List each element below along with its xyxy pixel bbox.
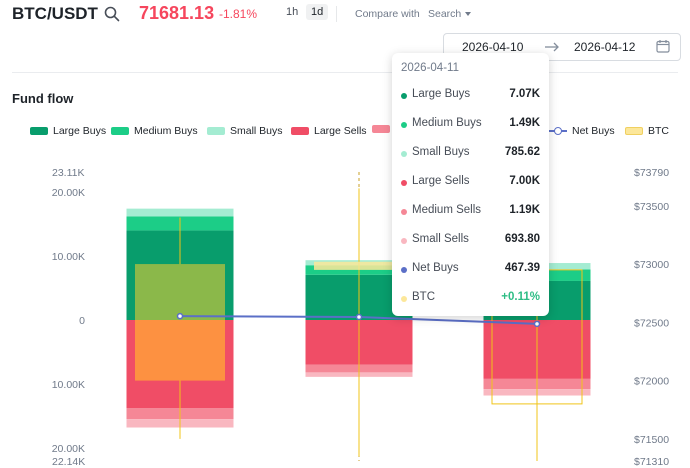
legend-small-buys[interactable]: Small Buys [207, 125, 283, 137]
end-date[interactable]: 2026-04-12 [574, 40, 636, 54]
section-divider [12, 72, 678, 73]
y-right-tick-label: $73000 [634, 259, 669, 271]
tooltip-value: 693.80 [504, 233, 540, 245]
legend-large-buys[interactable]: Large Buys [30, 125, 106, 137]
tooltip-label: Large Buys [412, 88, 471, 100]
arrow-right-icon [545, 42, 559, 52]
tooltip-row-medium-sells: Medium Sells 1.19K [401, 204, 542, 220]
section-title: Fund flow [12, 91, 74, 106]
legend-swatch [625, 127, 643, 135]
tooltip-dot [401, 122, 407, 128]
legend-net-buys[interactable]: Net Buys [549, 125, 615, 137]
tooltip-row-net-buys: Net Buys 467.39 [401, 262, 542, 278]
tooltip-label: Medium Buys [412, 117, 482, 129]
tooltip-label: Small Sells [412, 233, 469, 245]
tooltip-dot [401, 180, 407, 186]
tooltip-label: Net Buys [412, 262, 459, 274]
tooltip-value: 1.49K [509, 117, 540, 129]
y-left-bottom-label: 22.14K [52, 456, 85, 468]
legend-label: BTC [648, 125, 669, 137]
legend-medium-sells-partial[interactable] [372, 125, 395, 133]
legend-label: Large Buys [53, 125, 107, 137]
legend-label: Net Buys [572, 125, 615, 137]
interval-1h-button[interactable]: 1h [286, 6, 299, 18]
header-divider [336, 6, 337, 22]
tooltip-value: 467.39 [504, 262, 540, 274]
tooltip-value: 7.00K [509, 175, 540, 187]
chart-tooltip: 2026-04-11 Large Buys 7.07K Medium Buys 1.… [392, 53, 549, 316]
header-bar: BTC/USDT 71681.13 -1.81% 1h 1d Compare w… [0, 0, 690, 30]
chevron-down-icon [465, 12, 472, 17]
tooltip-dot [401, 238, 407, 244]
y-left-tick-label: 0 [79, 315, 85, 327]
btc-candle-body [135, 264, 225, 320]
legend-swatch [372, 125, 390, 133]
btc-candle-body [314, 261, 404, 270]
y-right-tick-label: $73500 [634, 201, 669, 213]
tooltip-date: 2026-04-11 [401, 62, 459, 74]
tooltip-value: 1.19K [509, 204, 540, 216]
interval-1d-button[interactable]: 1d [306, 4, 329, 20]
start-date[interactable]: 2026-04-10 [462, 40, 524, 54]
y-right-tick-label: $71310 [634, 456, 669, 468]
net-buys-point [176, 312, 184, 320]
tooltip-dot [401, 93, 407, 99]
pair-title: BTC/USDT [12, 4, 98, 23]
legend-swatch [111, 127, 129, 135]
legend-line-marker [549, 127, 567, 135]
legend-swatch [291, 127, 309, 135]
date-range-picker[interactable]: 2026-04-10 2026-04-12 [443, 33, 681, 61]
y-right-tick-label: $71500 [634, 434, 669, 446]
compare-with-button[interactable]: Compare with [355, 8, 420, 20]
tooltip-label: Small Buys [412, 146, 470, 158]
tooltip-value: 785.62 [504, 146, 540, 158]
y-left-tick-label: 10.00K [52, 251, 85, 263]
y-right-tick-label: $72000 [634, 376, 669, 388]
y-left-tick-label: 10.00K [52, 379, 85, 391]
legend-medium-buys[interactable]: Medium Buys [111, 125, 198, 137]
legend-label: Medium Buys [134, 125, 198, 137]
net-buys-point [533, 320, 541, 328]
bar-small-buys [126, 208, 234, 217]
tooltip-row-small-buys: Small Buys 785.62 [401, 146, 542, 162]
tooltip-row-medium-buys: Medium Buys 1.49K [401, 117, 542, 133]
tooltip-value: +0.11% [501, 291, 540, 303]
tooltip-label: BTC [412, 291, 435, 303]
y-right-tick-label: $72500 [634, 317, 669, 329]
legend-label: Small Buys [230, 125, 283, 137]
tooltip-row-small-sells: Small Sells 693.80 [401, 233, 542, 249]
btc-candle-body [135, 320, 225, 381]
legend-btc[interactable]: BTC [625, 125, 669, 137]
legend-large-sells[interactable]: Large Sells [291, 125, 367, 137]
price-change: -1.81% [219, 7, 258, 21]
tooltip-row-btc: BTC +0.11% [401, 291, 542, 307]
search-icon[interactable] [104, 6, 120, 22]
legend-swatch [30, 127, 48, 135]
tooltip-row-large-sells: Large Sells 7.00K [401, 175, 542, 191]
tooltip-dot [401, 209, 407, 215]
y-left-top-label: 23.11K [52, 167, 85, 179]
net-buys-point [355, 313, 363, 321]
tooltip-row-large-buys: Large Buys 7.07K [401, 88, 542, 104]
tooltip-dot [401, 151, 407, 157]
y-right-tick-label: $73790 [634, 167, 669, 179]
tooltip-label: Large Sells [412, 175, 470, 187]
tooltip-label: Medium Sells [412, 204, 482, 216]
calendar-icon[interactable] [656, 39, 670, 53]
tooltip-dot [401, 296, 407, 302]
y-left-tick-label: 20.00K [52, 187, 85, 199]
search-dropdown[interactable]: Search [428, 8, 472, 20]
tooltip-dot [401, 267, 407, 273]
y-left-tick-label: 20.00K [52, 443, 85, 455]
legend-label: Large Sells [314, 125, 367, 137]
last-price: 71681.13 [139, 3, 215, 23]
legend-swatch [207, 127, 225, 135]
search-dropdown-label: Search [428, 8, 462, 20]
tooltip-value: 7.07K [509, 88, 540, 100]
